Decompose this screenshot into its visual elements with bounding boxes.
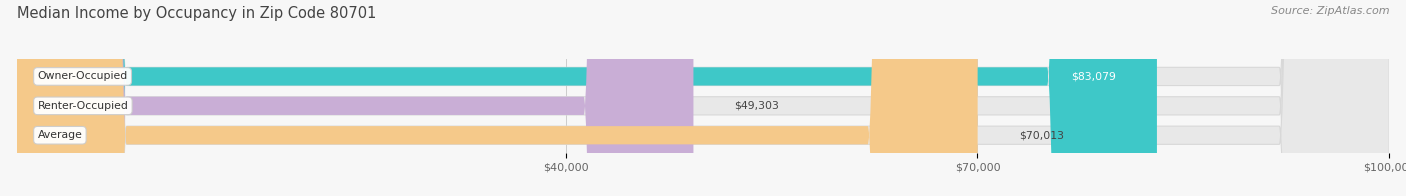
Text: Average: Average (38, 130, 83, 140)
FancyBboxPatch shape (17, 0, 1157, 196)
FancyBboxPatch shape (17, 0, 1389, 196)
Text: $83,079: $83,079 (1071, 71, 1116, 82)
FancyBboxPatch shape (17, 0, 1389, 196)
Text: Renter-Occupied: Renter-Occupied (38, 101, 128, 111)
Text: Median Income by Occupancy in Zip Code 80701: Median Income by Occupancy in Zip Code 8… (17, 6, 377, 21)
FancyBboxPatch shape (17, 0, 977, 196)
Text: Source: ZipAtlas.com: Source: ZipAtlas.com (1271, 6, 1389, 16)
Text: Owner-Occupied: Owner-Occupied (38, 71, 128, 82)
Text: $49,303: $49,303 (734, 101, 779, 111)
FancyBboxPatch shape (17, 0, 693, 196)
Text: $70,013: $70,013 (1019, 130, 1064, 140)
FancyBboxPatch shape (17, 0, 1389, 196)
